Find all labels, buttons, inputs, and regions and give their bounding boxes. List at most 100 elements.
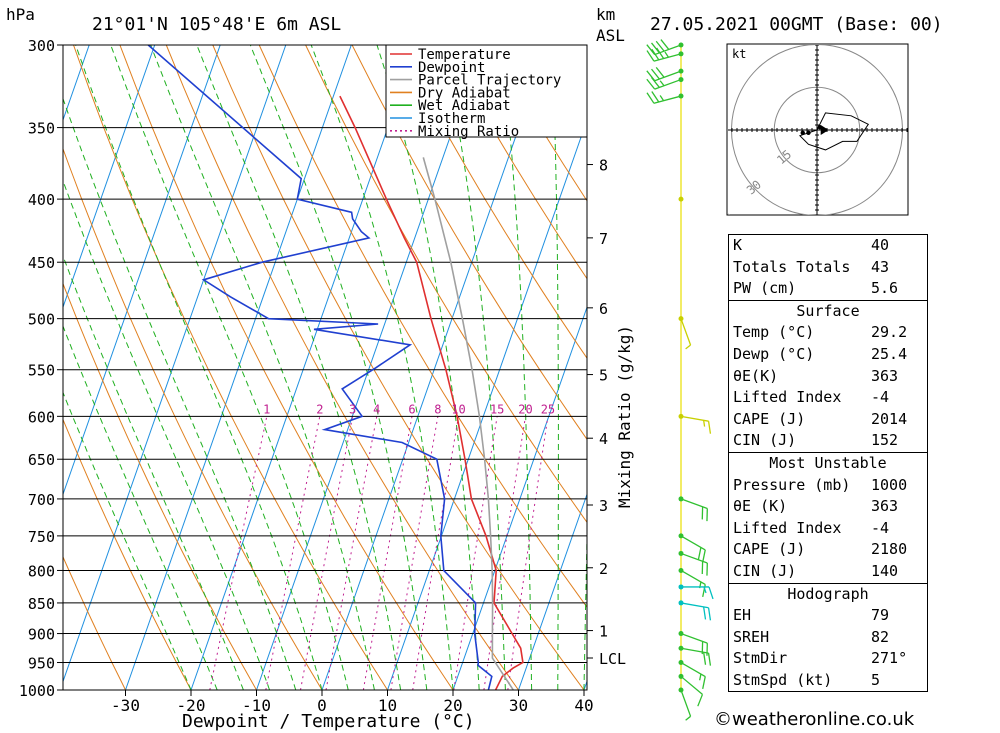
legend-entry: Isotherm <box>418 111 485 127</box>
surface-label: θE(K) <box>733 366 779 385</box>
wind-barb-staff <box>680 602 709 609</box>
wind-barb <box>678 584 714 600</box>
pressure-tick-label: 650 <box>28 451 55 469</box>
surface-value: 152 <box>871 431 899 450</box>
surface-row: Dewp (°C) 25.4 <box>729 344 927 366</box>
hodograph-stat-value: 5 <box>871 670 881 689</box>
height-tick-label: 6 <box>599 300 608 318</box>
hodograph-trace <box>798 112 870 151</box>
height-tick-label: 2 <box>599 560 608 578</box>
height-tick-label: 1 <box>599 623 608 641</box>
series-line-temperature <box>339 95 524 690</box>
mixing-ratio-label: 20 <box>518 402 532 416</box>
wind-barb-flag <box>655 66 665 78</box>
wind-barb <box>678 196 684 202</box>
mixing-ratio-line <box>507 416 549 690</box>
most-unstable-label: CIN (J) <box>733 561 797 580</box>
surface-label: Dewp (°C) <box>733 344 815 363</box>
wind-barb-flag <box>651 68 660 80</box>
surface-label: Temp (°C) <box>733 323 815 342</box>
height-tick-label: 5 <box>599 367 608 385</box>
wind-barb <box>646 91 684 104</box>
wind-barb <box>646 66 684 82</box>
isotherm-line <box>0 45 24 690</box>
wind-barb-flag <box>697 547 702 560</box>
most-unstable-row: CIN (J) 140 <box>729 561 927 583</box>
wind-barb-staff <box>680 675 703 695</box>
temperature-tick-label: 40 <box>574 696 593 715</box>
isotherm-line <box>321 45 549 690</box>
surface-row: Lifted Index -4 <box>729 387 927 409</box>
index-value: 43 <box>871 257 890 276</box>
surface-row: Temp (°C) 29.2 <box>729 322 927 344</box>
hodograph-stat-label: StmSpd (kt) <box>733 670 833 689</box>
dry-adiabat-line <box>305 45 587 524</box>
index-label: K <box>733 236 743 254</box>
legend-entry: Dewpoint <box>418 60 485 76</box>
temperature-tick-label: 20 <box>443 696 462 715</box>
wind-barb <box>678 600 712 621</box>
wind-barb-flag <box>646 78 656 90</box>
wet-adiabat-line <box>63 97 297 690</box>
wind-barb-halfflag <box>703 586 707 594</box>
temperature-tick-label: -20 <box>177 696 206 715</box>
surface-row: CIN (J) 152 <box>729 430 927 452</box>
temperature-tick-label: -10 <box>242 696 271 715</box>
pressure-tick-label: 850 <box>28 595 55 613</box>
height-tick-label: 4 <box>599 430 608 448</box>
dry-adiabat-line <box>351 45 587 441</box>
hodograph-section: Hodograph EH 79 SREH 82 StmDir 271° StmSpd (kt… <box>729 582 927 692</box>
index-value: 5.6 <box>871 279 899 298</box>
wet-adiabat-line <box>75 45 323 690</box>
wet-adiabat-line <box>196 45 402 690</box>
most-unstable-label: θE (K) <box>733 497 788 516</box>
wind-barb <box>678 533 706 563</box>
pressure-tick-label: 900 <box>28 626 55 644</box>
hodograph-stat-value: 271° <box>871 649 908 668</box>
hodograph-unit-label: kt <box>732 47 746 61</box>
wind-barb-flag <box>707 653 712 666</box>
mixing-ratio-label: 6 <box>408 402 415 416</box>
hodograph-point <box>800 130 805 136</box>
hodograph-stat-row: StmDir 271° <box>729 648 927 670</box>
pressure-tick-label: 750 <box>28 528 55 546</box>
wind-barb-staff <box>680 647 709 654</box>
mixing-ratio-label: 15 <box>490 402 504 416</box>
mixing-ratio-line <box>325 416 378 690</box>
wind-barb-halfflag <box>685 344 691 350</box>
most-unstable-label: Lifted Index <box>733 518 842 537</box>
wind-barb-flag <box>697 694 704 707</box>
wind-barb <box>678 550 708 576</box>
isotherm-line <box>256 45 483 690</box>
pressure-tick-label: 950 <box>28 655 55 673</box>
isotherm-line <box>190 45 418 690</box>
surface-section: Surface Temp (°C) 29.2 Dewp (°C) 25.4 θE(K) 3… <box>729 299 927 452</box>
index-row: Totals Totals 43 <box>729 257 927 279</box>
most-unstable-value: -4 <box>871 518 890 537</box>
legend-entry: Mixing Ratio <box>418 124 519 140</box>
most-unstable-row: θE (K) 363 <box>729 496 927 518</box>
hodograph-stat-label: StmDir <box>733 649 788 668</box>
isotherm-line <box>387 118 587 690</box>
wet-adiabat-line <box>500 45 533 690</box>
wind-barb-staff <box>680 661 706 678</box>
wind-barb-flag <box>708 586 714 600</box>
pressure-tick-label: 1000 <box>19 682 55 700</box>
mixing-ratio-line <box>412 416 459 690</box>
wind-barb-staff <box>680 569 706 586</box>
mixing-ratio-label: 10 <box>451 402 465 416</box>
most-unstable-row: CAPE (J) 2180 <box>729 539 927 561</box>
wind-barb-flag <box>703 606 707 620</box>
surface-label: Lifted Index <box>733 388 842 407</box>
surface-value: 2014 <box>871 409 908 428</box>
temperature-tick-label: 30 <box>509 696 528 715</box>
wind-barb-flag <box>703 652 707 665</box>
legend-box <box>385 44 588 138</box>
height-tick-label: 8 <box>599 157 608 175</box>
mixing-ratio-label: 1 <box>263 402 270 416</box>
mixing-ratio-label: 25 <box>541 402 555 416</box>
surface-value: 25.4 <box>871 344 908 363</box>
legend-entry: Wet Adiabat <box>418 98 511 114</box>
most-unstable-title: Most Unstable <box>769 453 887 472</box>
legend-entry: Temperature <box>418 47 511 63</box>
